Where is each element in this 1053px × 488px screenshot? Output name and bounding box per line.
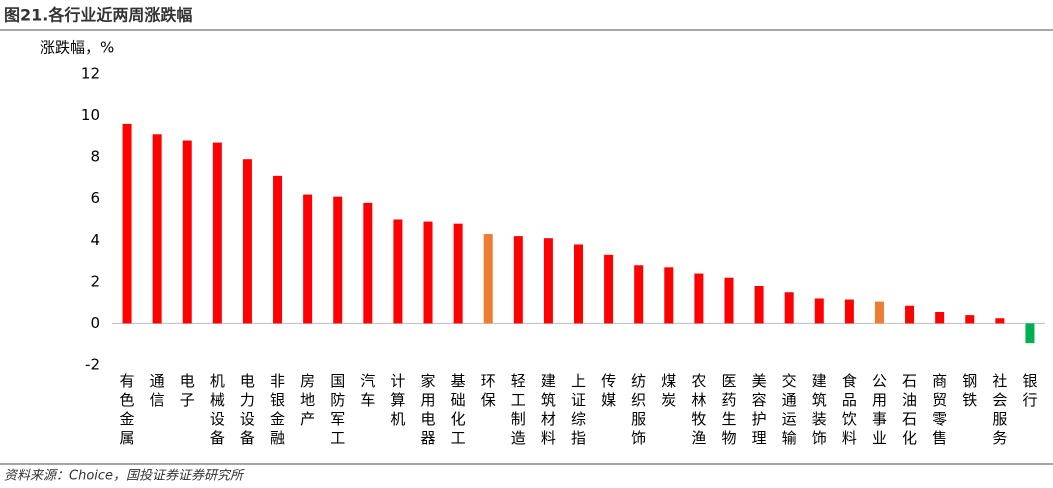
bar <box>634 265 644 324</box>
bar <box>453 223 463 324</box>
source-note: 资料来源：Choice，国投证券证券研究所 <box>4 468 245 484</box>
bar <box>423 221 433 324</box>
bar <box>694 273 704 324</box>
x-tick-label: 上证综指 <box>571 372 586 447</box>
bar <box>965 315 975 324</box>
x-tick-label: 交通运输 <box>782 372 797 447</box>
x-tick-label: 银行 <box>1022 372 1037 409</box>
y-axis-label: 涨跌幅，% <box>40 39 114 57</box>
bar <box>905 305 915 324</box>
chart-title: 图21.各行业近两周涨跌幅 <box>4 6 192 25</box>
x-tick-label: 环保 <box>481 372 496 409</box>
x-tick-label: 机械设备 <box>210 372 225 447</box>
x-tick-label: 商贸零售 <box>932 372 947 447</box>
bar <box>363 202 373 324</box>
y-tick-label: 4 <box>90 231 100 249</box>
y-tick-label: 10 <box>81 106 100 124</box>
bar <box>754 286 764 324</box>
y-tick-label: 2 <box>90 272 100 290</box>
bar <box>393 219 403 324</box>
bar <box>604 254 614 324</box>
y-tick-label: -2 <box>85 356 100 374</box>
x-tick-label: 电力设备 <box>240 372 255 447</box>
bar <box>513 236 523 324</box>
bar <box>995 318 1005 324</box>
x-tick-label: 石油石化 <box>902 372 917 447</box>
x-tick-label: 房地产 <box>300 372 315 428</box>
bar <box>664 267 674 324</box>
x-tick-label: 农林牧渔 <box>691 372 706 447</box>
bar <box>303 194 313 324</box>
x-tick-label: 建筑材料 <box>541 372 556 447</box>
x-tick-label: 基础化工 <box>451 372 466 447</box>
x-tick-label: 计算机 <box>390 372 405 428</box>
x-tick-label: 食品饮料 <box>842 372 857 447</box>
x-tick-label: 医药生物 <box>721 372 736 447</box>
x-tick-label: 通信 <box>150 372 165 409</box>
bar <box>543 238 553 324</box>
x-tick-label: 轻工制造 <box>511 372 526 447</box>
bar <box>152 134 162 324</box>
bar <box>122 123 132 324</box>
x-tick-label: 美容护理 <box>752 372 767 447</box>
x-tick-label: 非银金融 <box>270 372 285 447</box>
x-tick-label: 建筑装饰 <box>812 372 827 447</box>
x-tick-label: 传媒 <box>601 372 616 409</box>
x-tick-label: 国防军工 <box>330 372 345 447</box>
bar <box>182 140 192 324</box>
bar <box>874 301 884 324</box>
x-tick-label: 公用事业 <box>872 372 887 447</box>
bar <box>724 277 734 324</box>
bar <box>844 299 854 324</box>
bar <box>273 175 283 324</box>
bar <box>242 159 252 324</box>
x-tick-label: 社会服务 <box>992 372 1007 447</box>
bar <box>814 298 824 324</box>
x-tick-label: 汽车 <box>360 372 375 409</box>
bar <box>212 142 222 324</box>
bar <box>333 196 343 324</box>
y-tick-label: 6 <box>90 189 100 207</box>
y-tick-label: 8 <box>90 148 100 166</box>
bar <box>483 234 493 324</box>
x-tick-label: 煤炭 <box>661 372 676 409</box>
x-tick-label: 电子 <box>180 372 195 409</box>
y-tick-label: 12 <box>81 65 100 83</box>
x-tick-label: 钢铁 <box>962 372 977 409</box>
y-tick-label: 0 <box>90 314 100 332</box>
bar <box>574 244 583 324</box>
x-tick-label: 有色金属 <box>120 372 135 447</box>
x-tick-label: 家用电器 <box>421 372 436 447</box>
bar <box>784 292 794 324</box>
bar <box>935 311 945 324</box>
bar <box>1025 323 1035 344</box>
x-tick-label: 纺织服饰 <box>631 372 646 447</box>
